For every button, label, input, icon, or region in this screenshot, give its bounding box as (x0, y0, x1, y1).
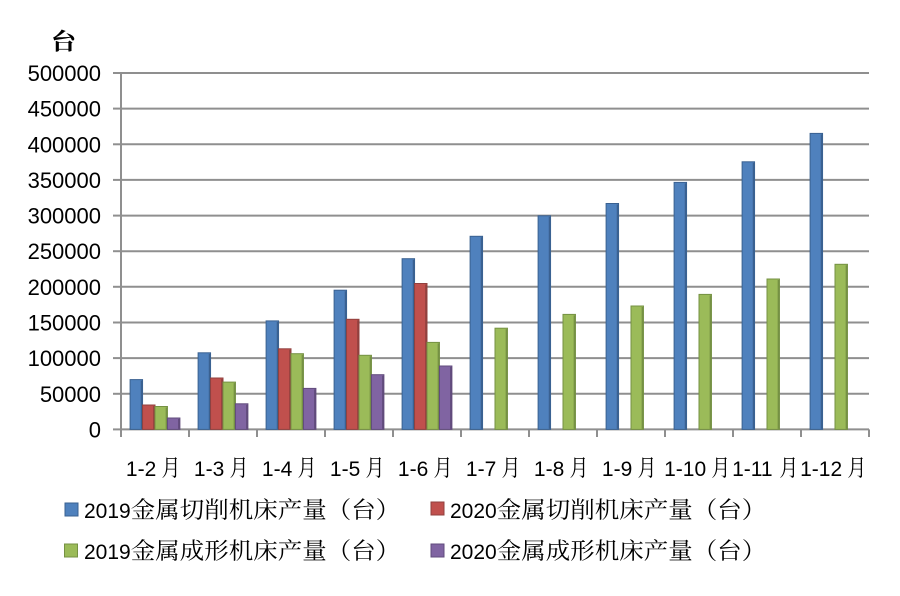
svg-text:300000: 300000 (28, 204, 101, 229)
svg-text:1-7: 1-7 (466, 458, 496, 481)
svg-text:2019: 2019 (84, 500, 131, 523)
svg-text:200000: 200000 (28, 275, 101, 300)
svg-text:1-6: 1-6 (398, 458, 428, 481)
svg-text:1-8: 1-8 (534, 458, 564, 481)
svg-text:1-2: 1-2 (126, 458, 156, 481)
svg-text:1-4: 1-4 (262, 458, 293, 481)
svg-text:1-12: 1-12 (800, 458, 842, 481)
svg-text:0: 0 (89, 417, 101, 442)
svg-text:1-9: 1-9 (602, 458, 632, 481)
svg-text:2020: 2020 (450, 500, 497, 523)
svg-text:1-11: 1-11 (732, 458, 772, 481)
svg-text:250000: 250000 (28, 239, 101, 264)
svg-text:2019: 2019 (84, 541, 131, 564)
svg-text:1-10: 1-10 (664, 458, 706, 481)
svg-text:500000: 500000 (28, 61, 101, 86)
svg-text:2020: 2020 (450, 541, 497, 564)
svg-text:100000: 100000 (28, 346, 101, 371)
svg-text:1-3: 1-3 (194, 458, 224, 481)
svg-text:350000: 350000 (28, 168, 101, 193)
svg-text:450000: 450000 (28, 97, 101, 122)
svg-text:1-5: 1-5 (330, 458, 360, 481)
svg-text:50000: 50000 (40, 382, 101, 407)
svg-text:150000: 150000 (28, 311, 101, 336)
svg-text:400000: 400000 (28, 132, 101, 157)
